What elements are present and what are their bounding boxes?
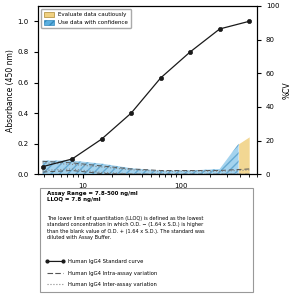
Y-axis label: Absorbance (450 nm): Absorbance (450 nm) [6,49,15,132]
Text: Human IgG4 Inter-assay variation: Human IgG4 Inter-assay variation [67,282,157,287]
FancyBboxPatch shape [40,188,253,292]
X-axis label: Human IgG4 (ng/ml): Human IgG4 (ng/ml) [108,192,187,201]
Text: Human IgG4 Standard curve: Human IgG4 Standard curve [67,259,143,264]
Text: Assay Range = 7.8-500 ng/ml
LLOQ = 7.8 ng/ml: Assay Range = 7.8-500 ng/ml LLOQ = 7.8 n… [47,191,138,203]
Y-axis label: %CV: %CV [282,81,291,99]
Text: Human IgG4 Intra-assay variation: Human IgG4 Intra-assay variation [67,271,157,276]
Text: The lower limit of quantitation (LLOQ) is defined as the lowest
standard concent: The lower limit of quantitation (LLOQ) i… [47,216,204,240]
Legend: Evaluate data cautiously, Use data with confidence: Evaluate data cautiously, Use data with … [41,9,131,28]
